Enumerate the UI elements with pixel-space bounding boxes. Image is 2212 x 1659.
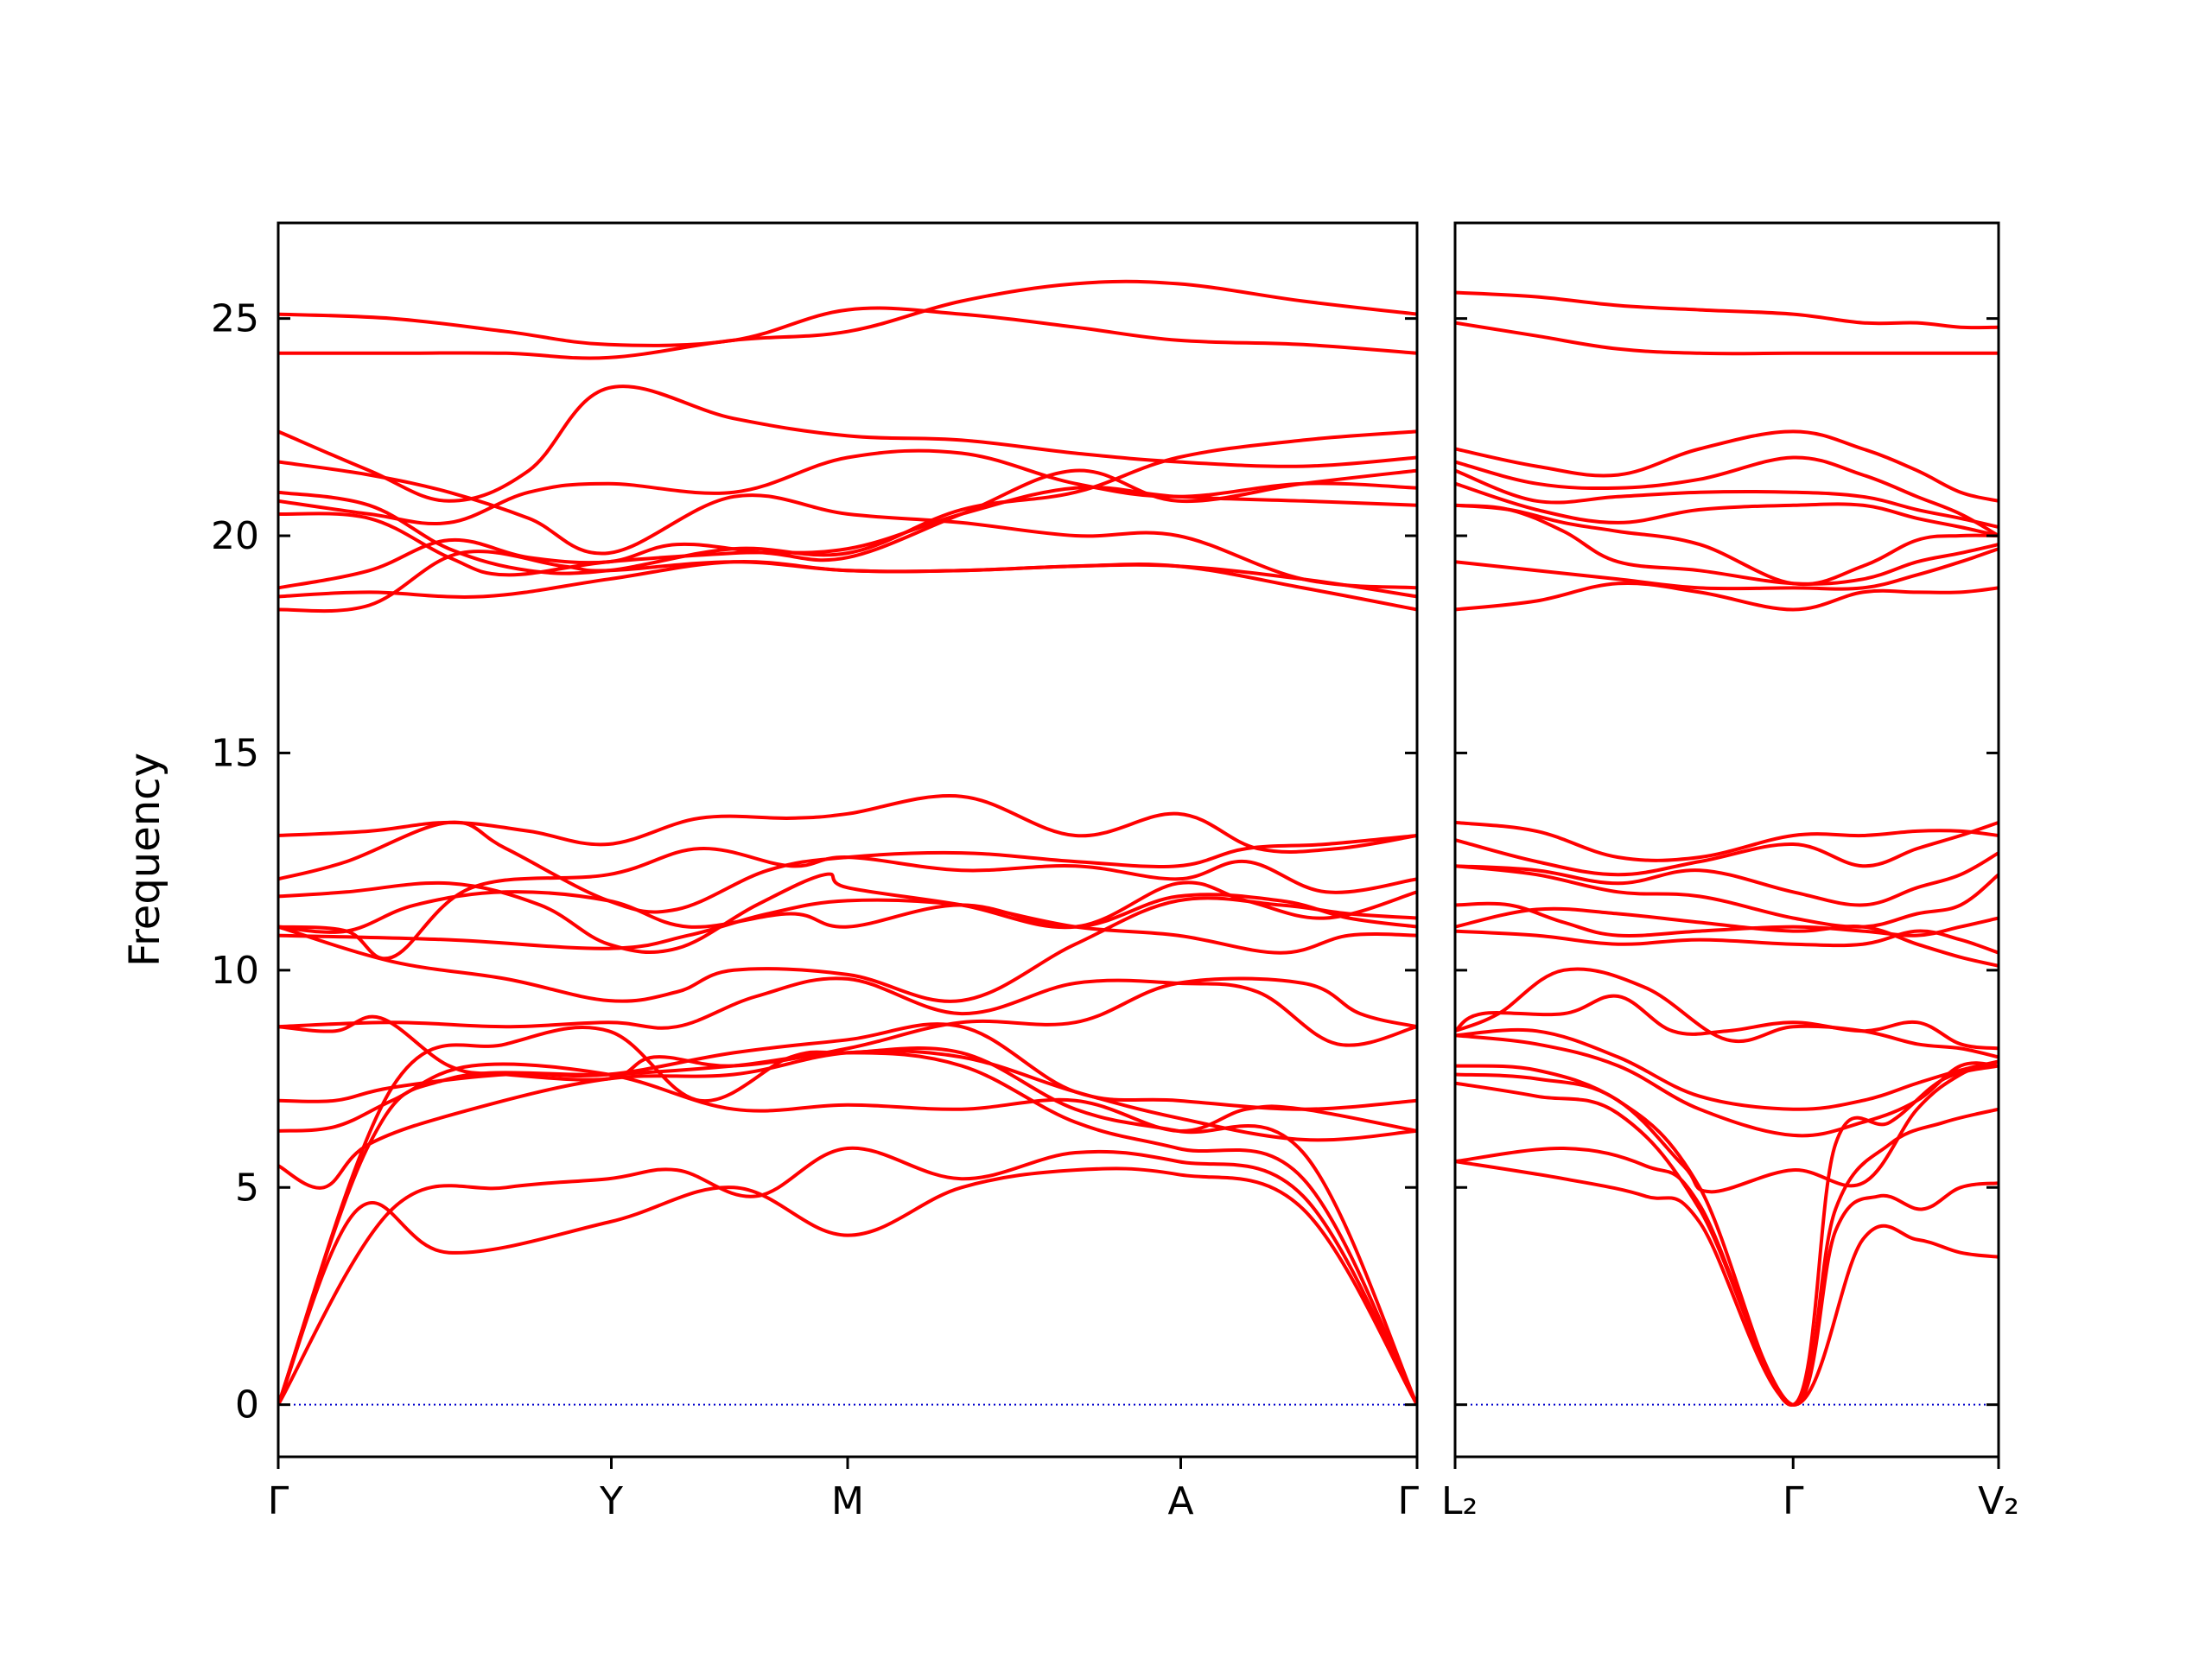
x-tick-label: Y [599,1479,623,1523]
band-line [1455,468,1999,529]
band-line [1455,1064,1999,1407]
left-panel: 0 5 10 15 20 25 Γ Y M A Γ [211,221,1419,1523]
y-tick-label: 5 [235,1166,259,1210]
x-tick-label: L₂ [1441,1479,1478,1523]
band-line [278,976,1417,1082]
x-tick-label: M [831,1479,864,1523]
band-line [1455,503,1999,586]
y-tick-label: 20 [211,514,259,558]
band-line [278,429,1417,575]
right-bands [1455,290,1999,1407]
band-line [278,448,1417,526]
right-panel-frame [1453,221,2000,1459]
band-line [278,559,1417,599]
band-line [1455,994,1999,1051]
band-line [1455,581,1999,612]
y-tick-label: 15 [211,731,259,775]
band-line [278,468,1417,590]
band-line [1455,1027,1999,1111]
band-line [278,794,1417,854]
band-line [278,1022,1417,1111]
band-line [278,460,1417,590]
band-line [278,279,1417,360]
x-tick-label: A [1167,1479,1193,1523]
band-line [1455,429,1999,503]
band-line [278,1025,1417,1407]
band-line [1455,503,1999,587]
x-tick-label: V₂ [1978,1479,2019,1523]
band-line [1455,455,1999,537]
band-line [278,306,1417,355]
y-tick-label: 25 [211,297,259,341]
band-line [278,1146,1417,1407]
band-line [278,890,1417,934]
x-tick-label: Γ [1397,1479,1419,1523]
band-line [1455,864,1999,929]
band-line [1455,820,1999,877]
band-line [1455,547,1999,591]
band-line [1455,851,1999,907]
band-line [278,1062,1417,1133]
band-line [278,1049,1417,1190]
right-panel: L₂ Γ V₂ [1441,221,2019,1523]
band-line [1455,481,1999,537]
y-tick-label: 10 [211,949,259,993]
band-line [1455,906,1999,968]
band-line [278,872,1417,955]
y-tick-label: 0 [235,1383,259,1427]
band-line [278,1166,1417,1407]
left-bands [278,279,1417,1407]
band-line [1455,321,1999,356]
band-line [278,486,1417,577]
band-line [1455,820,1999,862]
band-line [1455,1033,1999,1138]
x-tick-label: Γ [1783,1479,1804,1523]
band-line [278,976,1417,1047]
band-line [1455,1059,1999,1194]
band-line [1455,901,1999,938]
x-tick-label: Γ [268,1479,289,1523]
y-axis-label: Frequency [121,753,169,967]
band-line [1455,290,1999,330]
band-line [278,385,1417,503]
band-line [1455,967,1999,1059]
band-line [278,898,1417,955]
